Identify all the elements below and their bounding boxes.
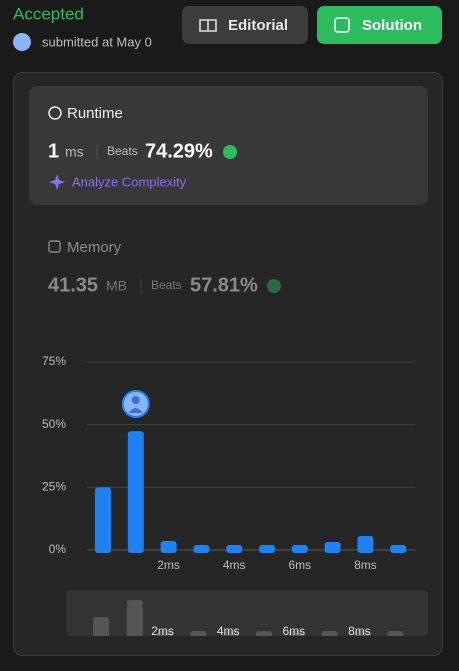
bar — [226, 544, 243, 553]
mini-tick-label: 6ms — [282, 624, 305, 638]
result-panel — [13, 72, 443, 656]
clap-icon — [223, 145, 237, 159]
sparkle-icon — [49, 174, 65, 190]
bar — [127, 431, 144, 553]
mini-tick-label: 4ms — [217, 624, 240, 638]
mini-tick-label: 2ms — [151, 624, 174, 638]
mini-bar — [354, 631, 371, 636]
chart: 0% 25% 50% 75% 2ms 2ms 4ms 4ms 6ms 6ms 8ms 8ms — [42, 354, 415, 638]
runtime-unit: ms — [65, 144, 84, 160]
y-tick-label: 75% — [42, 354, 66, 368]
mini-tick-label: 8ms — [348, 624, 371, 638]
button-bg — [182, 6, 308, 44]
range-navigator[interactable] — [66, 590, 428, 636]
x-tick-label: 2ms — [157, 558, 180, 572]
clap-icon — [267, 279, 281, 293]
bar — [357, 535, 374, 553]
bar — [324, 541, 341, 553]
submitted-at: submitted at May 0 — [42, 34, 152, 49]
mini-bar — [288, 631, 305, 636]
beats-label: Beats — [107, 144, 138, 158]
book-icon — [199, 19, 217, 32]
mini-bar — [387, 631, 404, 636]
x-tick-label: 8ms — [354, 558, 377, 572]
bar — [259, 544, 275, 553]
runtime-title: Runtime — [67, 105, 123, 122]
button-label: Solution — [362, 17, 422, 34]
bar — [193, 544, 210, 553]
runtime-beats: 74.29% — [145, 140, 213, 162]
user-marker-head — [131, 396, 140, 404]
status: Accepted — [13, 4, 84, 23]
memory-title: Memory — [67, 239, 122, 256]
avatar — [13, 33, 31, 51]
button-bg — [317, 6, 442, 44]
solution-button[interactable]: Solution — [317, 6, 442, 44]
editorial-button[interactable]: Editorial — [182, 6, 308, 44]
mini-bar — [190, 631, 207, 636]
memory-beats: 57.81% — [190, 274, 258, 296]
user-marker-body — [128, 408, 143, 413]
button-label: Editorial — [228, 17, 288, 34]
mini-bar — [126, 599, 143, 636]
mini-bar — [256, 631, 272, 636]
clock-icon — [48, 106, 62, 120]
bar — [390, 544, 407, 553]
mini-bar — [223, 631, 240, 636]
edit-icon — [334, 17, 350, 33]
x-tick-label: 4ms — [223, 558, 246, 572]
x-tick-label: 6ms — [288, 558, 311, 572]
mini-bar — [93, 617, 109, 636]
bar — [291, 544, 308, 553]
y-tick-label: 0% — [49, 542, 67, 556]
mini-chart — [93, 599, 404, 636]
y-tick-label: 25% — [42, 480, 66, 494]
mini-bar — [321, 631, 338, 636]
y-tick-label: 50% — [42, 417, 66, 431]
memory-icon — [48, 240, 61, 253]
analyze-link[interactable]: Analyze Complexity — [72, 174, 187, 189]
beats-label: Beats — [151, 278, 182, 292]
mini-bar — [157, 631, 174, 636]
memory-value: 41.35 — [48, 274, 98, 296]
memory-unit: MB — [106, 278, 127, 294]
bar — [95, 487, 111, 553]
bar — [160, 540, 177, 553]
runtime-value: 1 — [48, 140, 59, 162]
